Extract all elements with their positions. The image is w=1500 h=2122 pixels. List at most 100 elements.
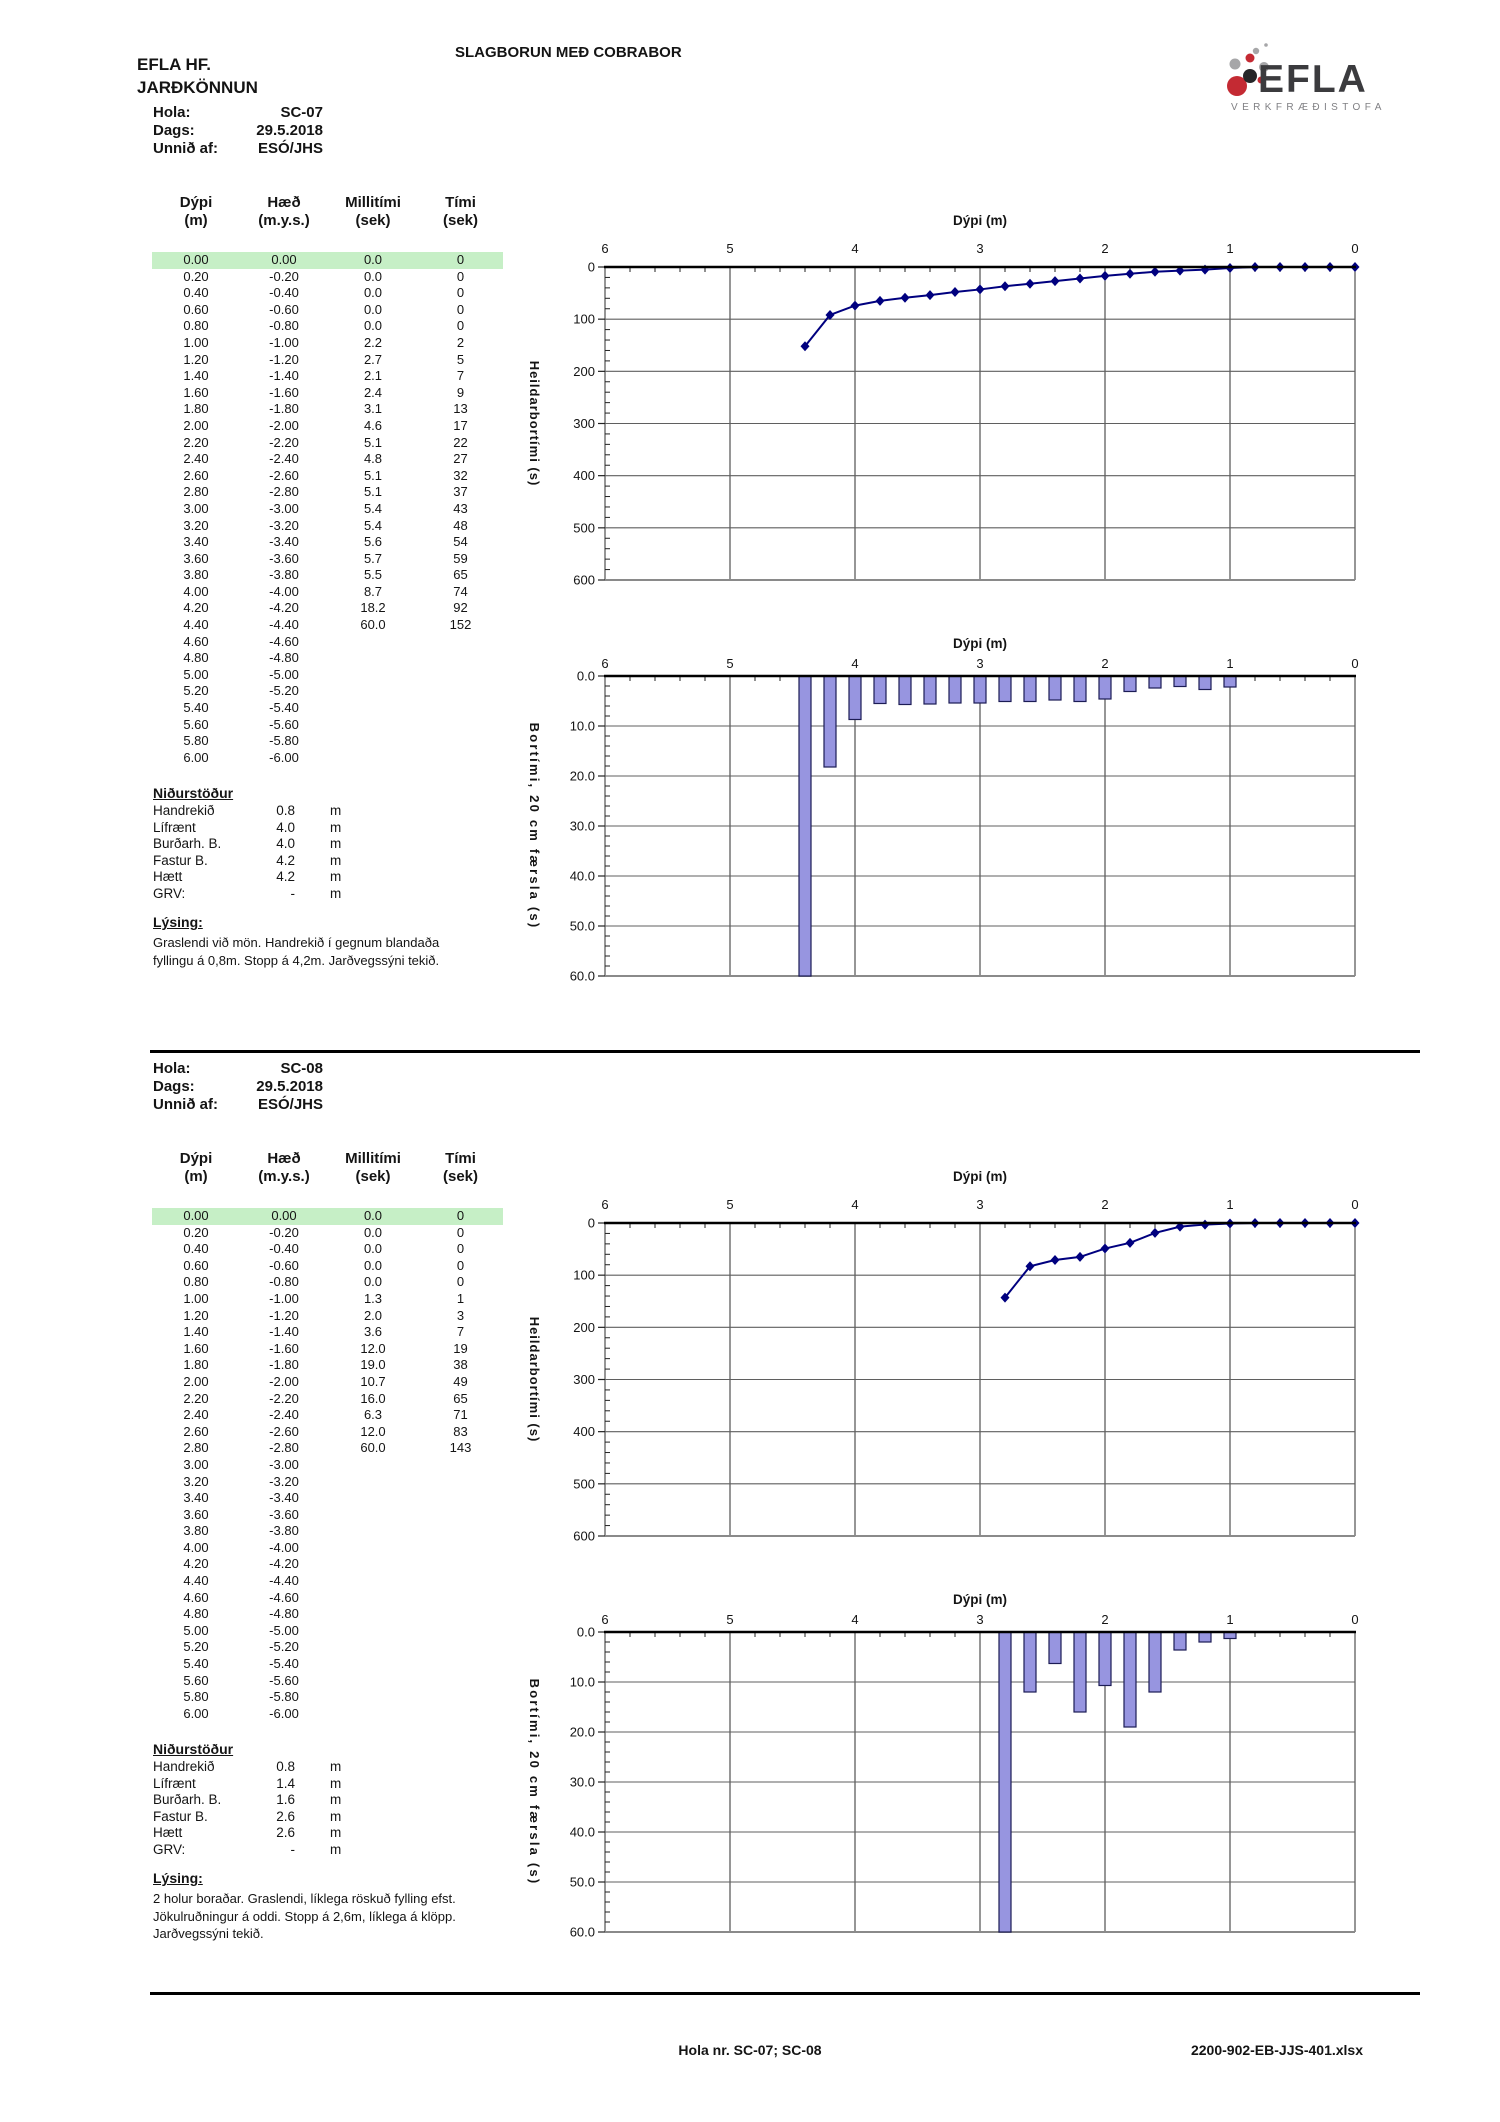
result-label: Fastur B. bbox=[153, 852, 208, 868]
table-cell: 2.80 bbox=[183, 1440, 209, 1456]
chart-series bbox=[800, 262, 1360, 352]
x-axis-tick-label: 0 bbox=[1351, 1197, 1358, 1212]
data-point bbox=[1050, 276, 1060, 287]
data-point bbox=[1025, 278, 1035, 289]
info-label-dags: Dags: bbox=[153, 1078, 195, 1095]
table-cell: -0.80 bbox=[269, 1274, 299, 1290]
result-label: GRV: bbox=[153, 885, 186, 901]
table-header-haed: Hæð (m.y.s.) bbox=[258, 1150, 310, 1185]
table-header-timi: Tími (sek) bbox=[442, 1150, 479, 1185]
result-label: Lífrænt bbox=[153, 1775, 196, 1791]
table-cell: 5.60 bbox=[183, 1672, 209, 1688]
table-cell: 17 bbox=[453, 417, 468, 433]
table-row: 5.40 -5.40 bbox=[152, 700, 503, 717]
table-cell bbox=[328, 1656, 418, 1673]
table-cell: 4.60 bbox=[183, 1589, 209, 1605]
table-row: 3.20 -3.20 5.4 48 bbox=[152, 518, 503, 535]
company-name: EFLA HF. bbox=[137, 55, 211, 74]
table-row: 1.00 -1.00 2.2 2 bbox=[152, 335, 503, 352]
table-row: 0.60 -0.60 0.0 0 bbox=[152, 1258, 503, 1275]
table-cell: -1.20 bbox=[269, 1307, 299, 1323]
y-axis-label: Bortími, 20 cm færsla (s) bbox=[527, 723, 542, 930]
table-row: 1.00 -1.00 1.3 1 bbox=[152, 1291, 503, 1308]
info-row-hola: Hola: SC-07 bbox=[153, 104, 323, 122]
lysing-header: Lýsing: bbox=[153, 914, 203, 930]
x-axis-tick-label: 1 bbox=[1226, 241, 1233, 256]
table-cell: 6.3 bbox=[363, 1407, 383, 1423]
table-cell: 1.3 bbox=[363, 1290, 383, 1306]
result-value: 0.8 bbox=[276, 803, 295, 818]
chart-labels: Dýpi (m)6 5 4 3 2 1 00100200300400500600Heilda… bbox=[527, 1169, 1359, 1544]
table-row: 0.20 -0.20 0.0 0 bbox=[152, 1225, 503, 1242]
table-row: 3.40 -3.40 bbox=[152, 1490, 503, 1507]
table-cell: 1.80 bbox=[183, 1357, 209, 1373]
result-value: 1.6 bbox=[276, 1792, 295, 1808]
table-cell: -5.80 bbox=[269, 1689, 299, 1705]
table-cell: -4.60 bbox=[269, 1589, 299, 1605]
table-cell bbox=[418, 1540, 503, 1557]
table-row: 1.80 -1.80 3.1 13 bbox=[152, 401, 503, 418]
table-cell bbox=[418, 700, 503, 717]
table-row: 2.00 -2.00 4.6 17 bbox=[152, 418, 503, 435]
table-cell: -0.40 bbox=[269, 285, 299, 301]
results-row: Handrekið 0.8 m bbox=[153, 1759, 365, 1776]
table-cell: 22 bbox=[453, 434, 468, 450]
table-row: 5.00 -5.00 bbox=[152, 1623, 503, 1640]
table-cell bbox=[328, 717, 418, 734]
data-table: 0.00 0.00 0.0 0 0.20 -0.20 0.0 0 0.40 -0.40 0.0 0 0.… bbox=[152, 1208, 503, 1722]
table-cell: -3.20 bbox=[269, 1473, 299, 1489]
table-cell: 3.80 bbox=[183, 1523, 209, 1539]
table-row: 4.40 -4.40 60.0 152 bbox=[152, 617, 503, 634]
table-cell bbox=[328, 1606, 418, 1623]
chart-labels: Dýpi (m)6 5 4 3 2 1 00100200300400500600Heilda… bbox=[527, 213, 1359, 588]
results-header: Niðurstöður bbox=[153, 1741, 234, 1757]
table-cell bbox=[418, 717, 503, 734]
table-cell: 12.0 bbox=[360, 1423, 386, 1439]
chart-gridlines bbox=[604, 267, 1356, 581]
table-cell: -1.20 bbox=[269, 351, 299, 367]
table-cell: 7 bbox=[456, 1324, 465, 1340]
table-cell: 0.0 bbox=[363, 318, 383, 334]
table-cell: -4.40 bbox=[269, 617, 299, 633]
table-cell: -4.00 bbox=[269, 1539, 299, 1555]
table-cell: 2.40 bbox=[183, 1407, 209, 1423]
table-cell bbox=[328, 733, 418, 750]
x-axis-tick-label: 6 bbox=[601, 1197, 608, 1212]
bar bbox=[1123, 1631, 1137, 1728]
table-cell: 0 bbox=[456, 1274, 465, 1290]
info-value-dags: 29.5.2018 bbox=[256, 122, 323, 139]
table-cell: 1.40 bbox=[183, 368, 209, 384]
info-block: Hola: SC-07 Dags: 29.5.2018 Unnið af: ES… bbox=[153, 104, 323, 158]
result-value: 0.8 bbox=[276, 1759, 295, 1774]
info-label-hola: Hola: bbox=[153, 104, 191, 121]
table-cell: 2.2 bbox=[363, 334, 383, 350]
table-cell: 3 bbox=[456, 1307, 465, 1323]
table-cell: 5.6 bbox=[363, 534, 383, 550]
table-cell: 0.20 bbox=[183, 1224, 209, 1240]
bar-chart-sc07: Dýpi (m) 6 5 4 3 2 1 0 0.0 10.0 20.0 30.0 40.0 50.0 60… bbox=[500, 615, 1400, 1000]
table-cell: 3.60 bbox=[183, 1506, 209, 1522]
table-cell: -2.20 bbox=[269, 1390, 299, 1406]
x-axis-tick-label: 0 bbox=[1351, 656, 1358, 671]
table-cell bbox=[328, 1639, 418, 1656]
table-cell bbox=[418, 1606, 503, 1623]
lysing-line: Graslendi við mön. Handrekið í gegnum bl… bbox=[153, 935, 440, 950]
x-axis-tick-label: 2 bbox=[1101, 1197, 1108, 1212]
data-point bbox=[800, 341, 810, 352]
table-row: 3.80 -3.80 5.5 65 bbox=[152, 567, 503, 584]
y-axis-tick-label: 30.0 bbox=[570, 819, 595, 834]
table-row: 1.40 -1.40 3.6 7 bbox=[152, 1324, 503, 1341]
result-unit: m bbox=[330, 1775, 342, 1791]
table-cell: -2.80 bbox=[269, 484, 299, 500]
table-cell bbox=[328, 1573, 418, 1590]
table-row: 1.20 -1.20 2.0 3 bbox=[152, 1308, 503, 1325]
result-label: Handrekið bbox=[153, 1759, 215, 1774]
table-cell bbox=[328, 1474, 418, 1491]
table-cell: 4.60 bbox=[183, 633, 209, 649]
chart-gridlines bbox=[604, 676, 1356, 977]
chart-gridlines bbox=[604, 1223, 1356, 1537]
bar bbox=[1123, 675, 1137, 693]
y-axis-tick-label: 200 bbox=[573, 1320, 595, 1335]
info-label-hola: Hola: bbox=[153, 1060, 191, 1077]
